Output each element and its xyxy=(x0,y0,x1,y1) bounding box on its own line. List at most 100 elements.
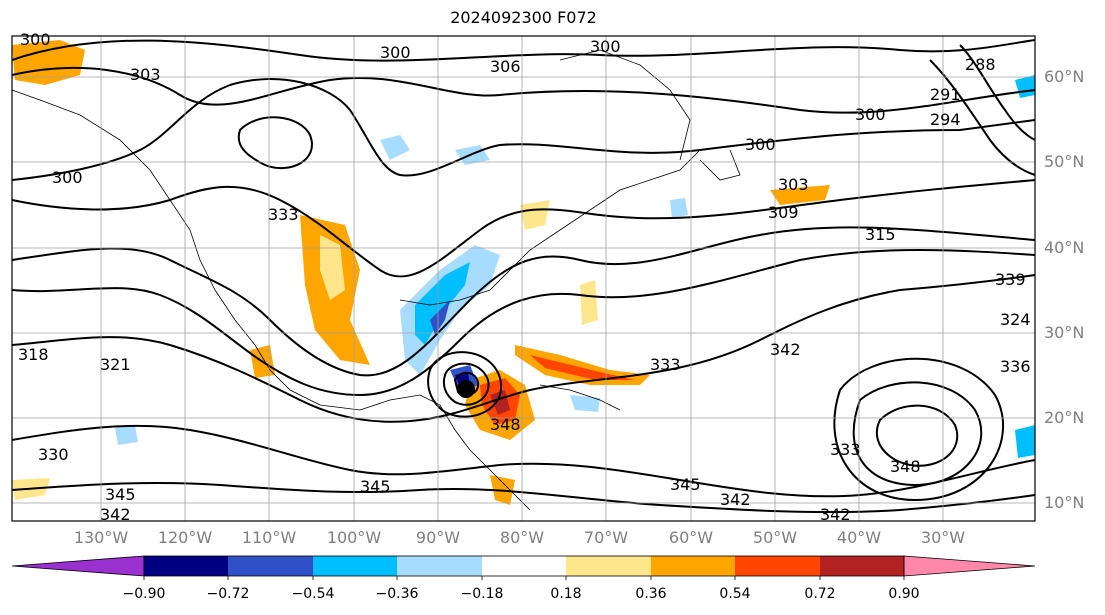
colorbar-tick-label: 0.36 xyxy=(635,586,667,602)
colorbar-segment xyxy=(397,556,482,576)
anomaly-positive-patch xyxy=(530,355,635,380)
anomaly-negative-patch xyxy=(115,425,138,445)
contour-line xyxy=(11,226,1036,377)
contour-label: 309 xyxy=(768,203,799,222)
lat-label: 40°N xyxy=(1044,238,1085,257)
anomaly-negative-patch xyxy=(570,395,600,412)
coastline xyxy=(699,149,741,181)
contour-label: 342 xyxy=(720,490,751,509)
contour-label: 333 xyxy=(650,355,681,374)
lon-label: 90°W xyxy=(415,528,461,547)
contour-label: 348 xyxy=(890,457,921,476)
contour-line xyxy=(427,351,503,418)
contour-label: 342 xyxy=(100,505,131,524)
colorbar-frame xyxy=(143,555,905,577)
coastline xyxy=(559,49,691,161)
colorbar-tick-label: 0.18 xyxy=(550,586,582,602)
colorbar-segment xyxy=(228,556,313,576)
contour-line xyxy=(11,274,1036,423)
contour-label: 333 xyxy=(830,440,861,459)
contour-label: 318 xyxy=(18,345,49,364)
colorbar-segment xyxy=(482,556,566,576)
anomaly-negative-patch xyxy=(1015,425,1035,458)
contour-label: 342 xyxy=(820,505,851,524)
contour-label: 300 xyxy=(745,135,776,154)
contour-line xyxy=(959,44,1036,141)
coastline xyxy=(11,89,531,511)
colorbar-tick-label: −0.36 xyxy=(375,586,419,602)
lat-label: 30°N xyxy=(1044,323,1085,342)
lon-label: 60°W xyxy=(668,528,714,547)
anomaly-negative-patch xyxy=(430,300,450,335)
colorbar-segment xyxy=(820,556,904,576)
colorbar-tick-label: 0.90 xyxy=(888,586,920,602)
lon-label: 40°W xyxy=(836,528,882,547)
contour-label: 300 xyxy=(380,43,411,62)
contour-label: 345 xyxy=(670,475,701,494)
contour-line xyxy=(237,116,313,170)
colorbar-tick-label: −0.18 xyxy=(460,586,504,602)
contour-line xyxy=(11,78,1036,181)
colorbar-segment xyxy=(735,556,820,576)
colorbar-tick-label: −0.90 xyxy=(122,586,166,602)
contour-line xyxy=(852,381,983,487)
lon-label: 100°W xyxy=(326,528,382,547)
colorbar-tick-label: 0.54 xyxy=(719,586,751,602)
contour-line xyxy=(833,357,1005,502)
contour-label: 333 xyxy=(268,205,299,224)
anomaly-negative-patch xyxy=(670,198,688,218)
contour-line xyxy=(875,404,959,467)
lon-label: 130°W xyxy=(73,528,129,547)
anomaly-negative-patch xyxy=(415,262,470,345)
contour-label: 303 xyxy=(778,175,809,194)
colorbar-segment xyxy=(566,556,651,576)
contour-label: 306 xyxy=(490,57,521,76)
contour-line xyxy=(11,424,1036,498)
contour-label: 345 xyxy=(105,485,136,504)
colorbar-tick-label: 0.72 xyxy=(804,586,836,602)
contour-label: 342 xyxy=(770,340,801,359)
colorbar-segment xyxy=(651,556,735,576)
colorbar-segment xyxy=(144,556,228,576)
contour-line xyxy=(11,67,1036,114)
lat-label: 50°N xyxy=(1044,152,1085,171)
colorbar-segment xyxy=(11,555,145,577)
shaded-anomalies xyxy=(12,40,830,505)
contour-label: 294 xyxy=(930,110,961,129)
lat-label: 60°N xyxy=(1044,67,1085,86)
contour-label: 345 xyxy=(360,477,391,496)
anomaly-positive-patch xyxy=(515,345,650,385)
contour-label: 330 xyxy=(38,445,69,464)
colorbar-segment xyxy=(313,556,397,576)
anomaly-positive-patch xyxy=(320,235,345,300)
contour-label: 321 xyxy=(100,355,131,374)
lon-label: 120°W xyxy=(157,528,213,547)
graticule xyxy=(12,36,1035,521)
plot-frame xyxy=(11,35,1036,522)
contour-line xyxy=(11,39,1036,62)
lat-label: 10°N xyxy=(1044,493,1085,512)
contour-label: 348 xyxy=(490,415,521,434)
contour-label: 300 xyxy=(855,105,886,124)
contour-label: 336 xyxy=(1000,357,1031,376)
contour-label: 303 xyxy=(130,65,161,84)
lon-label: 70°W xyxy=(583,528,629,547)
lon-label: 80°W xyxy=(499,528,545,547)
contours xyxy=(11,39,1036,514)
anomaly-positive-patch xyxy=(12,40,85,85)
contour-line xyxy=(442,362,490,406)
coastline xyxy=(539,384,621,411)
contour-label: 300 xyxy=(20,30,51,49)
lon-label: 50°W xyxy=(752,528,798,547)
colorbar-tick-label: −0.54 xyxy=(291,586,335,602)
contour-labels: 300 303 306 300 300 288 291 294 300 300 … xyxy=(18,30,1031,524)
contour-label: 324 xyxy=(1000,310,1031,329)
contour-label: 315 xyxy=(865,225,896,244)
contour-label: 288 xyxy=(965,55,996,74)
contour-label: 291 xyxy=(930,85,961,104)
anomaly-negative-patch xyxy=(380,135,410,160)
plot-title: 2024092300 F072 xyxy=(450,8,597,27)
coastline xyxy=(399,149,701,306)
anomaly-positive-patch xyxy=(580,280,598,325)
